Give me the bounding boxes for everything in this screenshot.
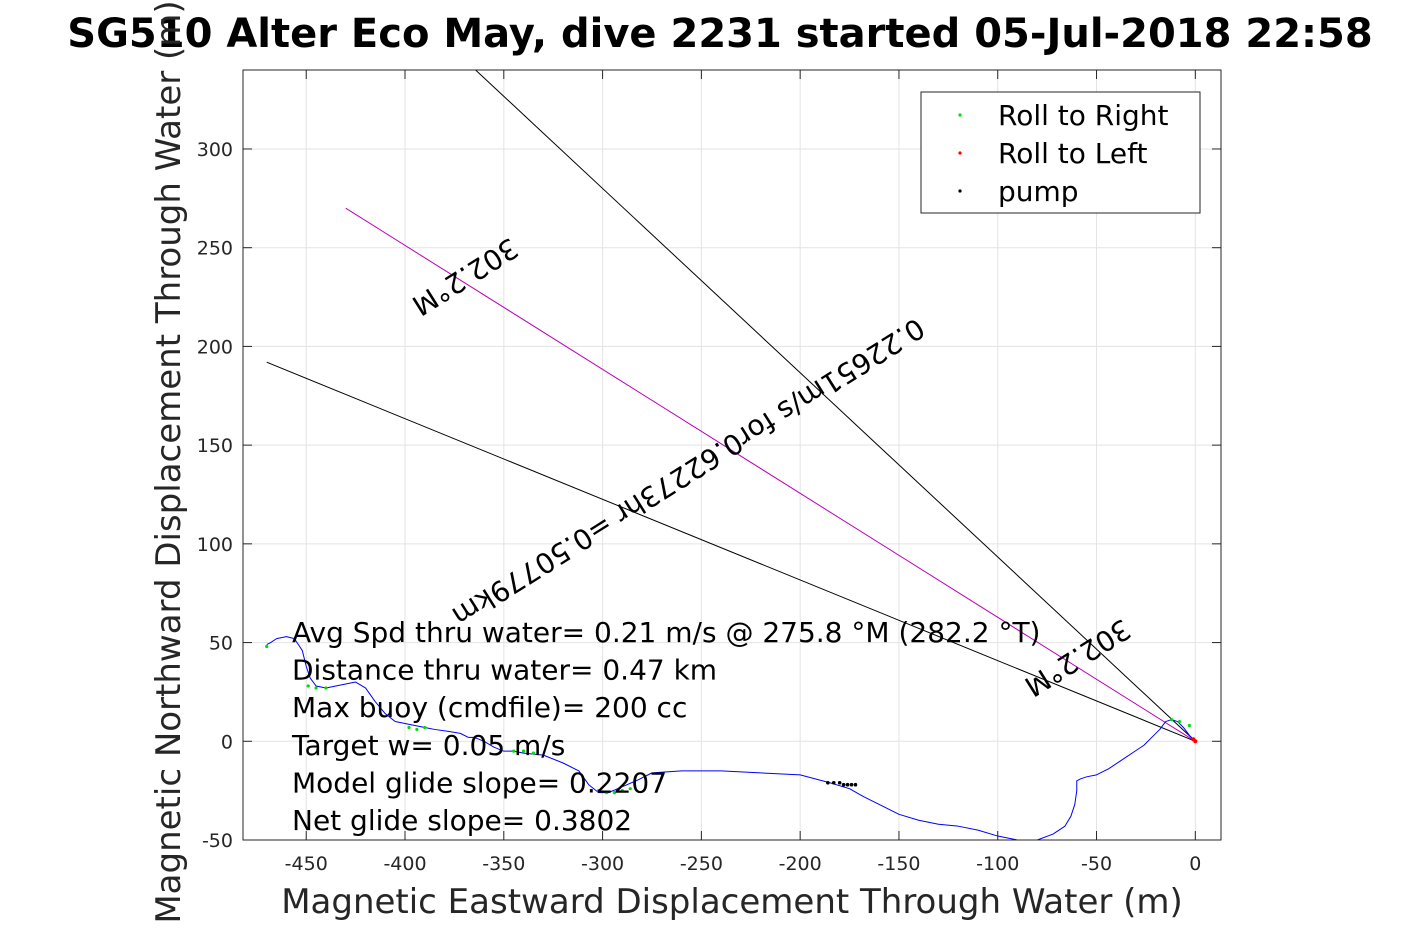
y-tick-label: 100 (197, 534, 233, 556)
legend-label-pump: pump (998, 175, 1079, 208)
pump-point (837, 780, 842, 785)
plot-frame (242, 69, 1222, 841)
pump-point (841, 782, 846, 787)
pump-point (831, 780, 836, 785)
roll-right-point (306, 684, 310, 688)
roll-right-point (521, 749, 526, 753)
roll-right-point (324, 686, 328, 690)
x-tick-label: -200 (779, 853, 822, 875)
axis-ticks: -450 -400 -350 -300 -250 -200 -150 -100 -50 0 -50 0… (197, 70, 1221, 875)
roll-left-point (1191, 737, 1196, 742)
legend-marker-roll-right (958, 113, 962, 117)
legend-box (920, 91, 1201, 214)
roll-right-point (407, 725, 411, 730)
pump-point (845, 782, 850, 787)
pump-point (849, 782, 854, 787)
y-tick-label: 200 (197, 336, 233, 358)
y-tick-label: -50 (202, 830, 233, 852)
x-tick-label: 0 (1189, 853, 1201, 875)
summary-annotation: Avg Spd thru water= 0.21 m/s @ 275.8 °M … (292, 616, 1040, 649)
x-axis-label: Magnetic Eastward Displacement Through W… (281, 882, 1183, 922)
legend-marker-roll-left (958, 151, 962, 155)
legend-label-roll-right: Roll to Right (998, 99, 1169, 132)
roll-right-point (628, 787, 632, 791)
chart-title: SG510 Alter Eco May, dive 2231 started 0… (67, 11, 1372, 57)
reference-line (474, 70, 1196, 742)
x-tick-label: -100 (976, 853, 1019, 875)
x-tick-label: -150 (877, 853, 920, 875)
roll-right-point (1170, 717, 1174, 722)
x-tick-label: -400 (383, 853, 426, 875)
summary-annotation: Distance thru water= 0.47 km (292, 654, 717, 687)
roll-right-point (597, 789, 601, 793)
legend-marker-pump (958, 189, 962, 193)
y-tick-label: 250 (197, 238, 233, 260)
summary-annotation: Model glide slope= 0.2207 (292, 766, 667, 799)
y-tick-label: 50 (209, 633, 233, 655)
y-tick-label: 0 (221, 731, 233, 753)
pump-point (826, 780, 830, 785)
roll-right-point (1187, 723, 1191, 728)
reference-line (266, 361, 1196, 742)
y-axis-label: Magnetic Northward Displacement Through … (149, 0, 189, 923)
y-tick-label: 150 (197, 435, 233, 457)
roll-right-point (612, 791, 617, 795)
summary-annotation: Max buoy (cmdfile)= 200 cc (292, 691, 687, 724)
roll-right-point (620, 789, 624, 793)
roll-right-point (531, 751, 536, 755)
x-tick-label: -300 (581, 853, 624, 875)
legend: Roll to Right Roll to Left pump (920, 91, 1201, 214)
summary-annotation: Net glide slope= 0.3802 (292, 804, 632, 837)
reference-line (345, 207, 1196, 742)
roll-right-point (265, 644, 269, 649)
y-tick-label: 300 (197, 139, 233, 161)
roll-right-point (314, 686, 318, 690)
summary-annotation: Target w= 0.05 m/s (291, 729, 565, 762)
glider-track (266, 636, 1196, 840)
roll-right-point (512, 749, 516, 753)
roll-right-point (1177, 719, 1182, 724)
roll-right-point (415, 727, 419, 732)
roll-right-point (604, 791, 609, 795)
pump-point (853, 782, 858, 787)
x-tick-label: -250 (680, 853, 723, 875)
x-tick-label: -450 (285, 853, 328, 875)
x-tick-label: -350 (482, 853, 525, 875)
x-tick-label: -50 (1081, 853, 1112, 875)
legend-label-roll-left: Roll to Left (998, 137, 1147, 170)
plot-layer (265, 70, 1198, 840)
roll-right-point (423, 725, 427, 730)
